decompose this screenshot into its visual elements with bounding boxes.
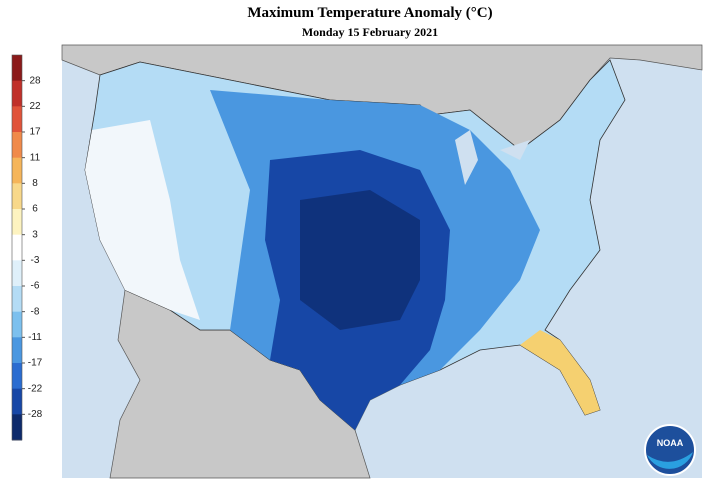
legend-tick-label: 3: [32, 229, 38, 240]
legend-tick-label: -11: [28, 332, 42, 343]
great-lakes: [455, 130, 530, 185]
legend-tick-label: -8: [31, 306, 40, 317]
map-title: Maximum Temperature Anomaly (°C): [247, 5, 492, 21]
legend-band: [12, 234, 22, 261]
legend-band: [12, 388, 22, 415]
map: [61, 44, 703, 479]
legend-tick-label: 8: [32, 178, 38, 189]
map-subtitle: Monday 15 February 2021: [302, 25, 438, 39]
noaa-logo: NOAA: [644, 424, 696, 476]
legend-band: [12, 286, 22, 313]
legend-tick-label: -22: [28, 383, 43, 394]
legend-band: [12, 183, 22, 210]
legend-tick-label: 28: [29, 75, 41, 86]
florida-warm-anomaly: [520, 330, 600, 415]
west-anomaly: [85, 120, 200, 320]
legend-band: [12, 337, 22, 364]
legend-tick-label: 22: [29, 101, 41, 112]
legend-tick-label: 11: [30, 152, 41, 163]
legend-band: [12, 260, 22, 287]
legend-tick-label: -28: [28, 409, 43, 420]
logo-wave: [647, 452, 693, 469]
legend-tick-label: 17: [29, 127, 41, 138]
legend-band: [12, 414, 22, 441]
legend-tick-label: -3: [31, 255, 40, 266]
legend-frame: [11, 54, 23, 441]
legend-band: [12, 311, 22, 338]
legend-band: [12, 55, 22, 82]
legend-band: [12, 157, 22, 184]
legend-band: [12, 132, 22, 159]
color-legend: 28 22 17 11 8 6 3 -3 -6 -8 -11 -17 -22 -28: [11, 54, 43, 441]
legend-band: [12, 80, 22, 107]
extreme-cold-anomaly: [300, 190, 420, 330]
legend-band: [12, 106, 22, 133]
logo-text: NOAA: [657, 438, 684, 448]
legend-band: [12, 363, 22, 390]
legend-band: [12, 209, 22, 236]
legend-tick-label: -17: [28, 358, 43, 369]
legend-tick-label: -6: [31, 281, 40, 292]
legend-tick-label: 6: [32, 204, 38, 215]
